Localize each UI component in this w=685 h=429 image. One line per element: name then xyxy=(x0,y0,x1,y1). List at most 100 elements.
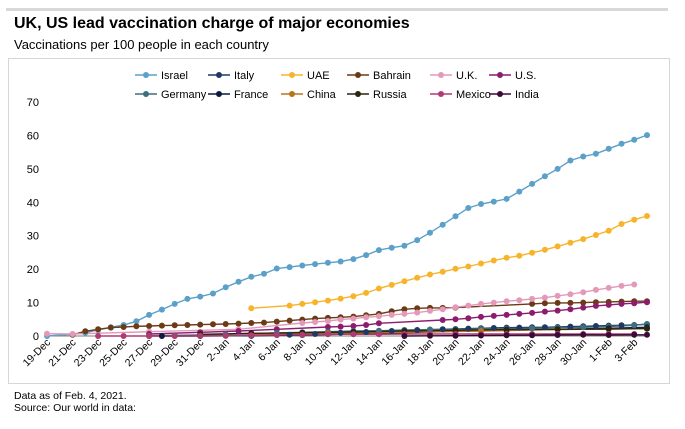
legend-label: Israel xyxy=(161,70,188,82)
data-point xyxy=(210,321,216,328)
data-point xyxy=(478,300,484,307)
data-point xyxy=(324,318,331,324)
data-point xyxy=(631,136,638,143)
data-point xyxy=(631,281,638,288)
legend-label: Italy xyxy=(234,70,255,82)
data-point xyxy=(516,324,523,331)
data-point xyxy=(567,306,574,313)
data-point xyxy=(567,291,574,298)
data-point xyxy=(452,316,459,323)
data-point xyxy=(439,317,446,323)
legend-marker xyxy=(216,72,222,78)
data-point xyxy=(222,284,229,291)
data-point xyxy=(401,242,408,249)
legend-label: U.K. xyxy=(456,70,477,82)
data-point xyxy=(375,285,382,292)
data-point xyxy=(158,322,165,329)
data-point xyxy=(618,282,625,289)
data-point xyxy=(427,229,433,236)
x-tick-label: 6-Jan xyxy=(256,337,283,364)
y-tick-label: 10 xyxy=(27,298,39,310)
data-point xyxy=(273,318,280,325)
data-point xyxy=(427,307,433,314)
data-point xyxy=(120,324,127,330)
data-point xyxy=(541,246,548,253)
data-point xyxy=(337,295,344,302)
y-tick-label: 50 xyxy=(27,164,39,176)
data-point xyxy=(452,265,459,272)
legend-item: U.K. xyxy=(430,70,477,82)
legend: Israel Italy UAE Bahrain U.K. U.S. Germany Fran… xyxy=(135,70,540,101)
data-point xyxy=(503,298,510,305)
data-point xyxy=(146,323,153,329)
data-point xyxy=(618,140,625,147)
x-tick-label: 10-Jan xyxy=(303,337,334,368)
data-point xyxy=(350,256,357,263)
data-point xyxy=(592,286,599,293)
legend-marker xyxy=(355,72,361,78)
data-point xyxy=(503,332,510,339)
legend-marker xyxy=(438,91,444,97)
data-point xyxy=(452,304,459,311)
data-point xyxy=(490,198,497,205)
data-point xyxy=(184,295,191,302)
legend-marker xyxy=(216,91,222,97)
data-point xyxy=(567,157,574,164)
x-tick-label: 21-Dec xyxy=(46,337,78,369)
data-point xyxy=(592,302,599,309)
data-point xyxy=(146,333,153,339)
data-point xyxy=(273,265,280,272)
data-point xyxy=(554,332,561,338)
data-point xyxy=(605,227,612,234)
data-point xyxy=(580,331,587,338)
data-point xyxy=(503,311,510,318)
data-point xyxy=(605,301,612,308)
data-point xyxy=(388,311,395,318)
data-point xyxy=(248,273,255,280)
data-point xyxy=(69,331,76,337)
y-tick-label: 0 xyxy=(33,331,39,343)
data-point xyxy=(605,145,612,152)
data-point xyxy=(452,332,459,339)
data-point xyxy=(388,328,395,334)
data-point xyxy=(197,332,204,339)
data-point xyxy=(299,320,306,326)
data-point xyxy=(235,320,242,327)
data-point xyxy=(529,180,536,187)
data-point xyxy=(554,326,561,333)
x-tick-label: 27-Dec xyxy=(123,337,155,369)
data-point xyxy=(171,300,178,307)
data-point xyxy=(618,300,625,307)
x-tick-label: 30-Jan xyxy=(558,337,589,368)
data-point xyxy=(337,323,344,330)
data-point xyxy=(401,306,408,313)
data-point xyxy=(375,320,382,327)
data-point xyxy=(363,329,370,335)
data-point xyxy=(439,268,446,275)
x-tick-label: 22-Jan xyxy=(456,337,487,368)
legend-item: Mexico xyxy=(430,89,491,101)
data-point xyxy=(465,302,472,309)
data-point xyxy=(427,326,433,333)
legend-label: India xyxy=(515,89,540,101)
data-point xyxy=(286,264,293,271)
data-point xyxy=(350,331,357,338)
x-tick-label: 26-Jan xyxy=(507,337,538,368)
x-tick-label: 23-Dec xyxy=(72,337,104,369)
data-point xyxy=(401,278,408,285)
data-point xyxy=(503,195,510,202)
legend-label: Russia xyxy=(373,89,408,101)
legend-item: India xyxy=(489,89,540,101)
series-lines xyxy=(46,134,648,337)
data-point xyxy=(222,332,229,339)
data-point xyxy=(261,270,267,277)
data-point xyxy=(516,297,523,304)
data-point xyxy=(478,313,484,320)
y-tick-label: 60 xyxy=(27,130,39,142)
data-point xyxy=(235,278,242,285)
data-point xyxy=(248,305,255,312)
legend-label: U.S. xyxy=(515,70,536,82)
data-point xyxy=(337,316,344,323)
data-point xyxy=(554,299,561,306)
data-point xyxy=(171,333,178,339)
